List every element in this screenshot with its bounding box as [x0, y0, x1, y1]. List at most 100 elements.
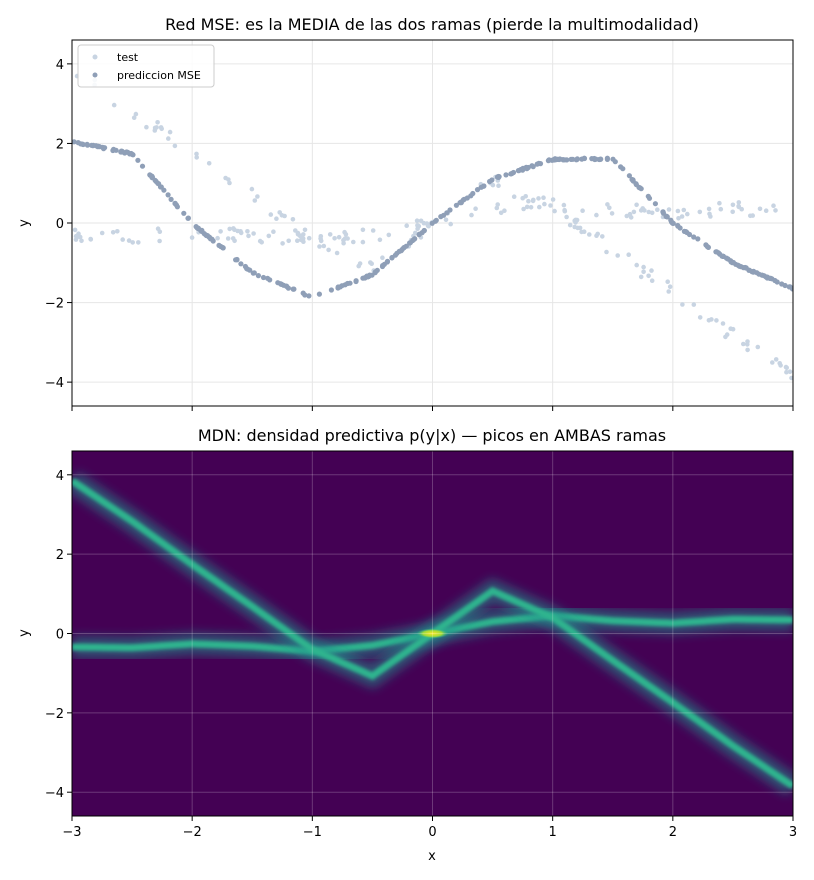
mse-prediction-point [742, 264, 748, 271]
mse-prediction-point [199, 228, 205, 234]
test-point [649, 278, 655, 284]
test-point [79, 238, 84, 244]
test-point [72, 227, 78, 233]
test-point [290, 217, 296, 222]
test-point [227, 180, 232, 186]
legend-box [77, 44, 215, 88]
test-point [238, 230, 244, 236]
test-point [646, 209, 652, 215]
test-point [745, 347, 750, 353]
test-point [157, 238, 162, 244]
test-point [414, 218, 420, 223]
mdn-heatmap-layer [72, 471, 793, 796]
mse-prediction-point [416, 231, 423, 237]
test-point [685, 211, 690, 217]
test-point [787, 369, 793, 375]
mse-legend: test prediccion MSE [77, 44, 215, 88]
test-point [326, 247, 331, 253]
test-point [523, 194, 528, 199]
test-point [789, 375, 793, 381]
test-point [448, 221, 454, 227]
test-point [226, 177, 231, 182]
test-point [676, 216, 681, 221]
test-point [332, 236, 337, 241]
test-point [745, 342, 750, 347]
test-point [564, 214, 569, 220]
test-point [646, 273, 651, 279]
test-point [496, 183, 501, 188]
test-point [600, 234, 605, 239]
test-point [343, 232, 349, 237]
mdn-chart-title: MDN: densidad predictiva p(y|x) — picos … [198, 426, 666, 445]
y-tick-label: 4 [56, 58, 64, 73]
test-point [473, 206, 478, 211]
mse-prediction-point [79, 141, 85, 147]
legend-label-prediccion-mse: prediccion MSE [117, 69, 201, 82]
test-point [259, 240, 265, 245]
mse-prediction-point [302, 292, 308, 298]
test-point [537, 204, 542, 210]
test-point [579, 229, 584, 235]
y-tick-label: −4 [45, 786, 64, 801]
test-point [99, 230, 105, 236]
test-point [490, 182, 496, 188]
mse-prediction-point [84, 141, 90, 147]
mse-prediction-point [468, 193, 474, 199]
test-point [709, 317, 714, 322]
y-tick-label: 2 [56, 137, 64, 152]
test-point [266, 233, 272, 239]
test-point [131, 115, 137, 120]
mse-prediction-point [174, 204, 180, 210]
test-point [607, 205, 612, 211]
mse-prediction-point [660, 209, 666, 215]
test-point [777, 361, 782, 366]
test-point [317, 244, 322, 249]
mse-prediction-point [277, 281, 284, 287]
test-point [655, 207, 660, 212]
y-tick-label: −4 [45, 376, 64, 391]
mse-prediction-point [403, 243, 409, 249]
mse-prediction-point [453, 202, 459, 208]
mse-prediction-point [645, 193, 651, 199]
test-point [144, 124, 149, 130]
test-point [341, 240, 346, 246]
test-point [318, 234, 324, 239]
test-point [295, 230, 301, 236]
test-point [641, 264, 646, 270]
mse-prediction-point [407, 240, 413, 246]
mdn-x-axis-label: x [428, 849, 436, 864]
test-point [194, 155, 199, 160]
test-point [542, 201, 547, 207]
test-point [136, 240, 141, 245]
test-point [757, 206, 763, 212]
mse-prediction-point [284, 283, 290, 289]
test-point [567, 222, 573, 228]
x-tick-label: −1 [303, 825, 322, 840]
test-point [526, 198, 531, 204]
mse-prediction-point [460, 197, 466, 203]
test-point [755, 344, 761, 350]
mse-prediction-point [736, 263, 742, 269]
test-point [380, 255, 385, 260]
test-point [418, 218, 424, 224]
test-point [110, 230, 116, 235]
mse-prediction-point [139, 163, 146, 169]
mse-prediction-point [168, 196, 174, 202]
mse-prediction-point [216, 242, 222, 248]
mse-prediction-point [719, 253, 725, 259]
mse-prediction-point [782, 282, 788, 289]
test-point [245, 229, 250, 234]
test-point [377, 237, 383, 243]
mse-prediction-point [562, 157, 568, 163]
test-point [360, 227, 366, 233]
mse-prediction-point [95, 144, 101, 150]
test-point [587, 232, 592, 237]
test-point [73, 237, 79, 242]
x-tick-label: −2 [183, 825, 202, 840]
test-point [172, 143, 178, 149]
test-point [631, 209, 637, 215]
test-point [334, 250, 340, 256]
test-point [580, 208, 585, 213]
test-point [706, 206, 712, 212]
test-point [573, 217, 578, 223]
